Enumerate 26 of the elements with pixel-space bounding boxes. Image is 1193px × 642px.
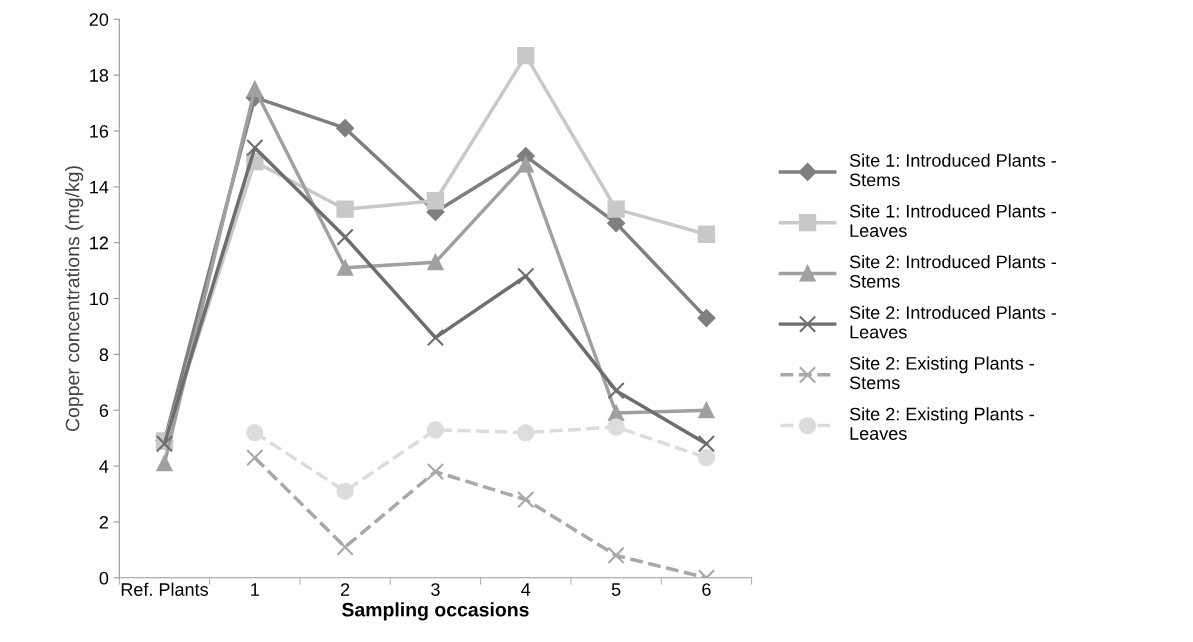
y-tick-label: 18 — [90, 69, 109, 82]
legend-label: Site 2: Introduced Plants - Stems — [849, 255, 1057, 288]
y-tick-label: 12 — [90, 236, 108, 250]
y-tick-label: 4 — [99, 460, 109, 473]
y-tick-label: 14 — [90, 180, 109, 194]
y-tick-label: 6 — [99, 404, 109, 417]
y-tick-label: 10 — [90, 292, 109, 306]
legend-label: Site 1: Introduced Plants - Leaves — [849, 204, 1057, 238]
y-tick-label: 20 — [89, 13, 109, 26]
y-axis-title: Copper concentrations (mg/kg) — [65, 166, 84, 431]
x-tick-label: 3 — [431, 583, 440, 596]
x-tick-label: 5 — [611, 583, 621, 596]
x-axis-title: Sampling occasions — [342, 602, 529, 621]
legend-label: Site 2: Existing Plants - Stems — [849, 356, 1034, 390]
x-tick-label: 6 — [702, 583, 711, 596]
x-tick-label: 2 — [341, 583, 350, 596]
x-tick-label: 4 — [521, 583, 531, 596]
y-tick-label: 2 — [99, 515, 108, 529]
legend-label: Site 2: Introduced Plants - Leaves — [849, 305, 1057, 339]
y-tick-label: 0 — [99, 571, 109, 585]
y-tick-label: 16 — [90, 124, 109, 138]
legend-label: Site 1: Introduced Plants - Stems — [849, 153, 1057, 187]
x-tick-label: Ref. Plants — [121, 582, 208, 596]
x-tick-label: 1 — [251, 583, 259, 596]
y-tick-label: 8 — [99, 348, 109, 362]
legend-label: Site 2: Existing Plants - Leaves — [849, 407, 1034, 440]
